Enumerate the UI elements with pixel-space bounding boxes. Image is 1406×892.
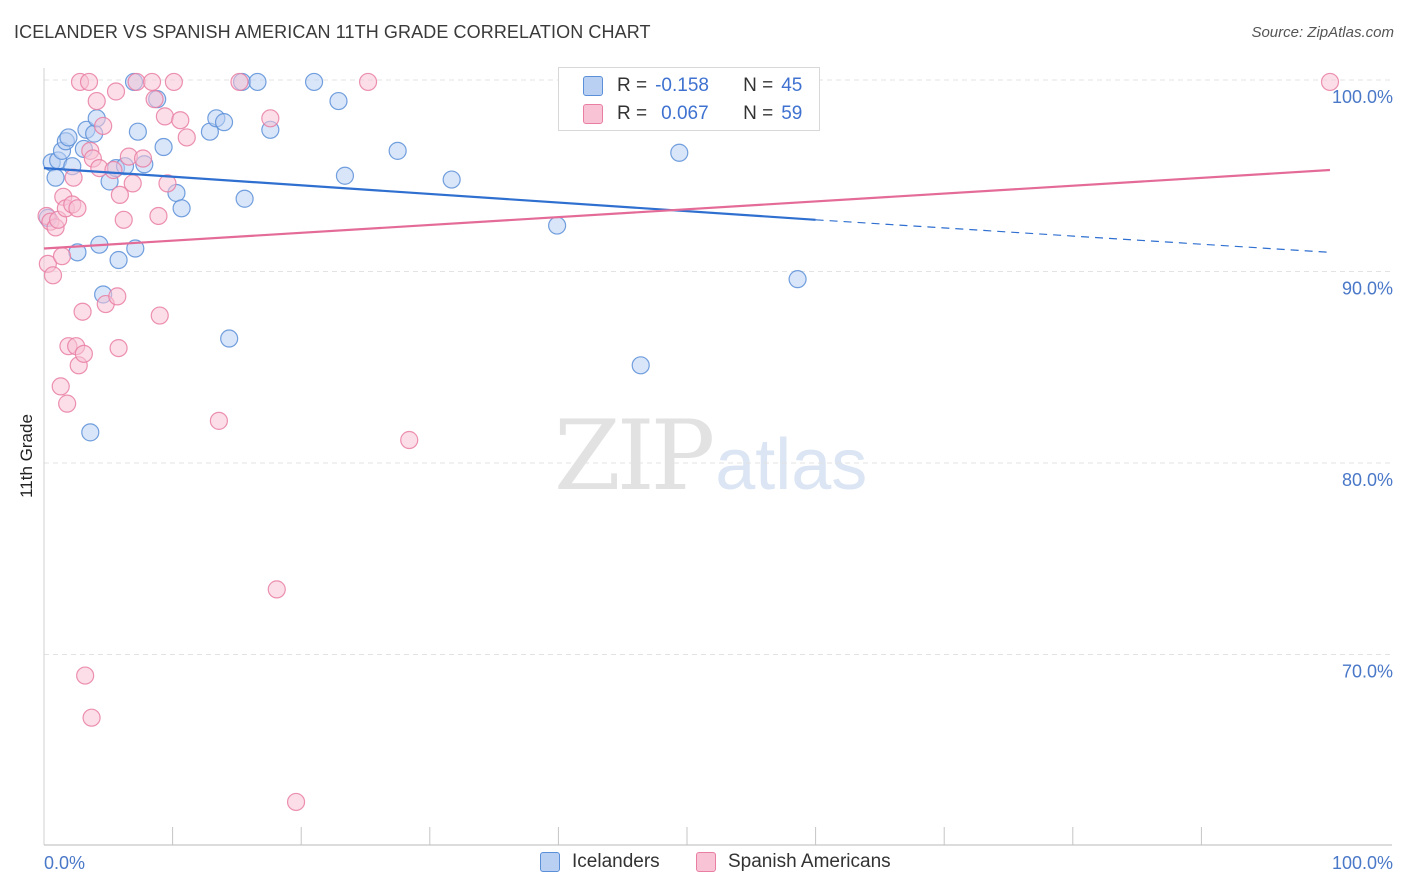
stats-legend: R = -0.158 N = 45 R = 0.067 N = 59 [558, 67, 820, 131]
watermark-atlas: atlas [715, 425, 868, 505]
n-label: N = [743, 103, 774, 124]
spanish-americans-point [209, 411, 228, 430]
y-tick-label: 80.0% [1342, 470, 1393, 490]
icelanders-point [304, 72, 324, 92]
icelanders-legend-swatch [540, 852, 560, 872]
icelanders-point [442, 170, 461, 189]
spanish-americans-point [150, 306, 169, 325]
icelanders-point [670, 143, 689, 162]
spanish-americans-point [267, 580, 286, 599]
y-tick-label: 100.0% [1332, 87, 1393, 107]
icelanders-point [329, 91, 348, 111]
icelanders-point [81, 423, 100, 442]
x-tick-label-start: 0.0% [44, 853, 85, 873]
spanish-americans-point [145, 90, 164, 109]
spanish-americans-point [76, 666, 95, 685]
spanish-americans-point [82, 708, 101, 727]
spanish-americans-point [286, 792, 306, 812]
spanish-americans-point [52, 247, 72, 266]
spanish-americans-point [110, 185, 129, 204]
tick-labels: 100.0% 90.0% 80.0% 70.0% 0.0% 100.0% [44, 87, 1393, 873]
icelanders-point [154, 137, 173, 157]
r-value: 0.067 [661, 103, 709, 124]
spanish-americans-point [68, 199, 87, 218]
spanish-americans-point [1320, 72, 1340, 92]
r-label: R = [617, 75, 648, 96]
spanish-americans-point [177, 128, 196, 147]
series-legend: Icelanders Spanish Americans [0, 851, 1406, 879]
spanish-americans-point [164, 72, 183, 92]
legend-label-icelanders: Icelanders [572, 851, 660, 872]
icelanders-point [220, 329, 239, 348]
source-label: Source: ZipAtlas.com [1251, 24, 1394, 41]
r-value: -0.158 [655, 75, 709, 96]
spanish-americans-point [87, 91, 106, 111]
icelanders-trend-line [43, 166, 816, 221]
icelanders-point [128, 122, 147, 141]
icelanders-point [248, 72, 267, 92]
grid-lines [44, 79, 1392, 655]
spanish-americans-point [94, 116, 113, 136]
chart-title: ICELANDER VS SPANISH AMERICAN 11TH GRADE… [14, 22, 651, 42]
spanish-americans-point [123, 174, 142, 193]
icelanders-point [172, 199, 191, 218]
spanish-americans-point [109, 339, 128, 358]
legend-label-spanish-americans: Spanish Americans [728, 851, 891, 872]
spanish-americans-point [158, 174, 177, 193]
spanish-americans-point [58, 394, 77, 413]
n-value: 59 [781, 103, 803, 124]
trend-lines [43, 166, 1331, 253]
spanish-americans-point [104, 160, 123, 180]
stats-row-spanish-americans: R = 0.067 N = 59 [559, 100, 802, 128]
spanish-americans-trend-line [43, 168, 1331, 250]
spanish-americans-point [358, 72, 378, 92]
icelanders-point [388, 141, 407, 160]
icelanders-point [335, 166, 355, 185]
spanish-americans-point [108, 287, 127, 306]
icelanders-trend-extension [815, 219, 1331, 253]
legend-item-icelanders[interactable]: Icelanders [540, 851, 660, 873]
n-value: 45 [781, 75, 803, 96]
x-tick-label-end: 100.0% [1332, 853, 1393, 873]
r-label: R = [617, 103, 648, 124]
spanish-americans-point [51, 377, 70, 396]
spanish-americans-point [155, 107, 174, 126]
n-label: N = [743, 75, 774, 96]
icelanders-point [46, 168, 65, 187]
icelanders-point [631, 356, 650, 375]
icelanders-point [235, 189, 254, 208]
spanish-americans-legend-swatch [696, 852, 716, 872]
legend-item-spanish-americans[interactable]: Spanish Americans [696, 851, 891, 873]
spanish-americans-point [79, 72, 99, 92]
icelanders-point [214, 113, 234, 132]
spanish-americans-point [106, 82, 126, 101]
watermark-zip: ZIP [554, 400, 715, 512]
axes [43, 68, 1392, 846]
spanish-americans-point [171, 111, 190, 130]
stats-row-icelanders: R = -0.158 N = 45 [559, 72, 802, 100]
spanish-americans-swatch [583, 104, 603, 124]
spanish-americans-point [149, 206, 168, 226]
spanish-americans-point [230, 72, 249, 92]
spanish-americans-point [400, 430, 419, 450]
series-spanish-americans [37, 72, 1340, 812]
spanish-americans-point [133, 149, 153, 168]
spanish-americans-point [74, 344, 93, 363]
spanish-americans-point [43, 266, 63, 285]
icelanders-point [109, 250, 128, 270]
spanish-americans-point [64, 168, 83, 187]
icelanders-point [548, 216, 567, 235]
spanish-americans-point [114, 210, 133, 229]
icelanders-swatch [583, 76, 603, 96]
icelanders-point [59, 128, 78, 147]
spanish-americans-point [142, 72, 162, 92]
watermark: ZIPatlas [554, 400, 867, 512]
y-tick-label: 70.0% [1342, 662, 1393, 682]
y-tick-label: 90.0% [1342, 279, 1393, 299]
spanish-americans-point [127, 72, 146, 92]
icelanders-point [788, 270, 807, 289]
spanish-americans-point [261, 109, 280, 128]
spanish-americans-point [73, 302, 92, 321]
